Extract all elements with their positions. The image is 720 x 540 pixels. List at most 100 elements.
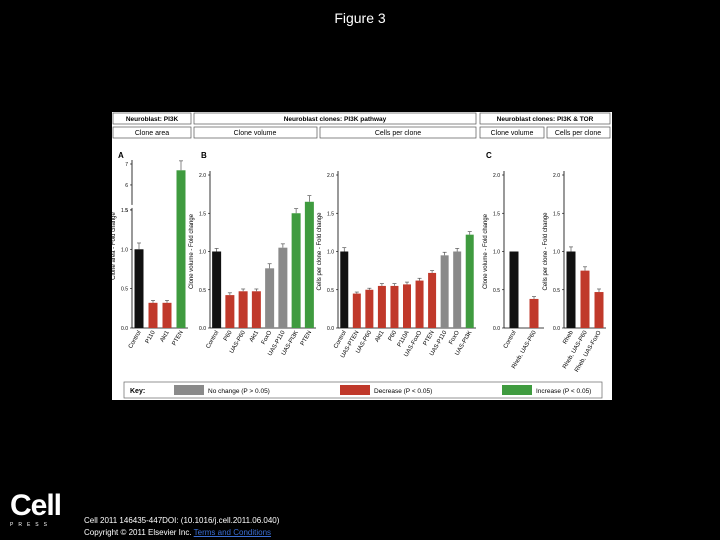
y-tick-label: 1.5 <box>121 208 128 214</box>
category-label: Akt1 <box>374 329 386 343</box>
bar <box>162 302 172 328</box>
chart-3: 0.0 0.5 1.0 1.5 2.0 Clone volume - Fold chang… <box>483 171 544 370</box>
subheader-cells-per-clone-b: Cells per clone <box>375 130 421 137</box>
category-label: FoxO <box>261 330 274 346</box>
category-label: P60 <box>388 329 399 342</box>
legend-swatch <box>340 385 370 395</box>
bar <box>238 291 248 328</box>
citation: Cell 2011 146435-447DOI: (10.1016/j.cell… <box>84 515 279 539</box>
panel-letter-c: C <box>486 151 492 160</box>
category-label: Akt1 <box>160 329 172 343</box>
bar <box>428 272 437 328</box>
subheader-clone-volume-b: Clone volume <box>234 130 277 137</box>
bar <box>278 247 288 328</box>
chart-0: 0.0 0.5 1.0 1.55 6 7 Clone area - Fold change C… <box>112 160 188 350</box>
bar <box>440 255 449 328</box>
terms-link[interactable]: Terms and Conditions <box>193 528 272 537</box>
chart-4: 0.0 0.5 1.0 1.5 2.0 Cells per clone - Fold ch… <box>543 171 606 373</box>
bar <box>148 302 158 328</box>
y-tick-label: 1.0 <box>493 250 500 256</box>
y-tick-label: 0.5 <box>199 288 206 294</box>
bar <box>580 270 590 328</box>
bar <box>134 249 144 328</box>
y-tick-label: 2.0 <box>327 173 334 179</box>
y-tick-label: 1.0 <box>553 250 560 256</box>
bar <box>415 280 424 328</box>
legend-label: No change (P > 0.05) <box>208 388 270 395</box>
legend-label: Increase (P < 0.05) <box>536 388 591 395</box>
axis-break <box>128 204 188 208</box>
legend-swatch <box>174 385 204 395</box>
bar <box>225 295 235 328</box>
category-label: Akt1 <box>249 329 261 343</box>
bar <box>566 251 576 328</box>
category-label: PTEN <box>172 330 185 347</box>
y-tick-label: 0.0 <box>199 326 206 332</box>
y-tick-label: 1.5 <box>199 211 206 217</box>
citation-line-2: Copyright © 2011 Elsevier Inc. Terms and… <box>84 527 279 539</box>
y-axis-label: Clone area - Fold change <box>112 211 117 279</box>
category-label: FoxO <box>448 330 461 346</box>
key-label: Key: <box>130 388 145 395</box>
bar <box>453 251 462 328</box>
y-tick-label: 7 <box>125 162 128 168</box>
bar <box>529 298 539 328</box>
y-tick-label: 2.0 <box>199 173 206 179</box>
y-tick-label: 1.0 <box>199 250 206 256</box>
slide-title: Figure 3 <box>334 10 386 26</box>
bar <box>403 284 411 328</box>
bar <box>340 251 349 328</box>
y-tick-label: 5 <box>125 208 128 214</box>
bar <box>465 234 474 328</box>
subheader-clone-area: Clone area <box>135 130 169 137</box>
chart-1: 0.0 0.5 1.0 1.5 2.0 Clone volume - Fold chang… <box>189 171 316 357</box>
citation-line-1: Cell 2011 146435-447DOI: (10.1016/j.cell… <box>84 516 280 525</box>
category-label: Rheb <box>562 329 575 345</box>
bar <box>352 293 361 328</box>
category-label: Control <box>128 330 143 350</box>
y-tick-label: 1.5 <box>553 211 560 217</box>
chart-2: 0.0 0.5 1.0 1.5 2.0 Cells per clone - Fold ch… <box>317 171 476 359</box>
header-pi3k: Neuroblast: PI3K <box>126 116 179 123</box>
y-tick-label: 0.5 <box>553 288 560 294</box>
legend-label: Decrease (P < 0.05) <box>374 388 432 395</box>
y-axis-label: Clone volume - Fold change <box>189 213 195 289</box>
y-tick-label: 2.0 <box>493 173 500 179</box>
category-label: Control <box>503 330 518 350</box>
y-tick-label: 1.5 <box>327 211 334 217</box>
y-axis-label: Clone volume - Fold change <box>483 213 489 289</box>
bar <box>176 170 186 328</box>
y-tick-label: 6 <box>125 183 128 189</box>
subheader-cells-per-clone-c: Cells per clone <box>555 130 601 137</box>
y-tick-label: 0.5 <box>327 288 334 294</box>
panel-letter-a: A <box>118 151 124 160</box>
bar <box>594 292 604 328</box>
bar <box>251 291 261 328</box>
y-tick-label: 0.0 <box>493 326 500 332</box>
category-label: P60 <box>223 329 234 342</box>
bar <box>304 201 314 328</box>
y-axis-label: Cells per clone - Fold change <box>543 212 549 291</box>
y-tick-label: 2.0 <box>553 173 560 179</box>
header-pi3k-pathway: Neuroblast clones: PI3K pathway <box>284 116 387 123</box>
logo-main: Cell <box>10 489 62 522</box>
legend-swatch <box>502 385 532 395</box>
y-tick-label: 1.0 <box>121 247 128 253</box>
bar <box>291 213 301 328</box>
y-tick-label: 0.0 <box>327 326 334 332</box>
y-tick-label: 0.5 <box>493 288 500 294</box>
y-tick-label: 0.0 <box>121 326 128 332</box>
bar <box>212 251 222 328</box>
y-tick-label: 0.0 <box>553 326 560 332</box>
category-label: Control <box>205 330 220 350</box>
bar <box>365 289 374 328</box>
y-tick-label: 1.0 <box>327 250 334 256</box>
bar <box>509 251 519 328</box>
header-pi3k-tor: Neuroblast clones: PI3K & TOR <box>497 116 594 123</box>
y-tick-label: 0.5 <box>121 287 128 293</box>
figure-svg: Neuroblast: PI3K Neuroblast clones: PI3K… <box>112 112 611 399</box>
cell-press-logo: Cell PRESS <box>10 489 62 529</box>
copyright-text: Copyright © 2011 Elsevier Inc. <box>84 528 192 537</box>
y-tick-label: 1.5 <box>493 211 500 217</box>
figure-image: Neuroblast: PI3K Neuroblast clones: PI3K… <box>112 112 612 400</box>
